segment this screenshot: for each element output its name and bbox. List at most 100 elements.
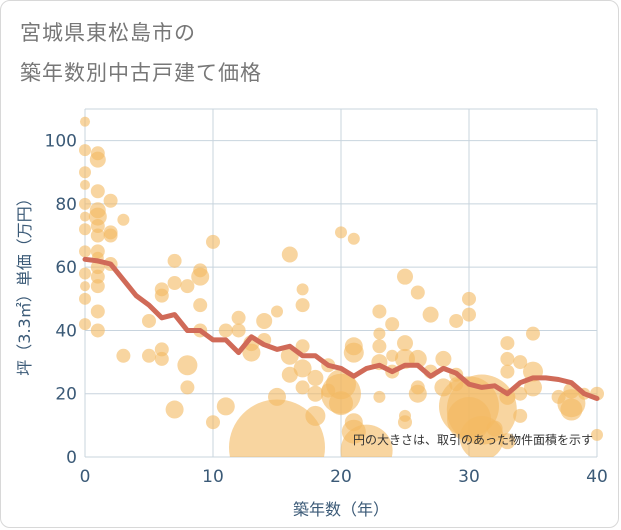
data-point [218, 323, 233, 338]
data-point [462, 291, 476, 306]
data-point [154, 351, 169, 366]
data-point [193, 298, 208, 313]
data-point [231, 323, 246, 338]
data-point [206, 415, 220, 430]
data-point [307, 385, 324, 402]
data-point [591, 428, 603, 441]
data-point [89, 202, 106, 219]
y-tick-label: 100 [45, 132, 77, 152]
data-point [499, 433, 516, 450]
data-point [410, 285, 425, 300]
trend-line [82, 256, 600, 401]
y-tick-label: 40 [55, 321, 77, 341]
data-point [142, 348, 156, 363]
data-point [462, 307, 476, 322]
data-point [154, 288, 169, 303]
data-point [295, 339, 310, 354]
data-point [397, 335, 413, 352]
y-tick-label: 0 [66, 448, 77, 468]
x-tick-label: 0 [80, 467, 91, 487]
data-point [500, 336, 515, 351]
data-point [193, 263, 208, 278]
data-point [435, 350, 452, 367]
data-point [524, 378, 542, 397]
data-point [90, 184, 105, 199]
data-point [560, 398, 583, 421]
x-tick-label: 30 [458, 467, 480, 487]
chart-title-line2: 築年数別中古戸建て価格 [20, 61, 262, 85]
data-point [90, 146, 105, 161]
data-point [79, 292, 91, 305]
data-point [281, 366, 298, 383]
data-point [90, 323, 105, 338]
data-point [449, 377, 464, 392]
data-point [103, 228, 118, 243]
data-point [268, 387, 286, 406]
data-point [231, 310, 246, 325]
data-point [295, 298, 310, 313]
data-point [513, 408, 528, 423]
data-point [180, 380, 195, 395]
data-point [80, 116, 90, 127]
x-tick-label: 40 [586, 467, 608, 487]
data-point [90, 228, 105, 243]
y-axis-label: 坪（3.3㎡）単価（万円） [15, 190, 34, 375]
data-point [180, 279, 195, 294]
data-point [399, 409, 411, 422]
data-point [526, 326, 540, 341]
data-point [372, 304, 387, 319]
data-point [165, 400, 184, 419]
data-point [90, 279, 105, 294]
data-point [344, 413, 363, 432]
data-point [295, 380, 310, 395]
data-point [142, 313, 156, 328]
data-point [90, 304, 105, 319]
data-point [103, 193, 118, 208]
data-point [79, 144, 91, 157]
tick-labels: 0 20 40 60 80 100 0 10 20 30 40 [45, 132, 608, 487]
data-point [271, 305, 283, 318]
y-tick-label: 60 [55, 258, 77, 278]
data-point [293, 359, 312, 378]
data-point [500, 351, 515, 366]
chart-note: 円の大きさは、取引のあった物件面積を示す [353, 432, 593, 447]
data-point [79, 267, 91, 280]
bubble-layer [79, 116, 604, 457]
data-point [385, 317, 400, 332]
x-tick-label: 10 [202, 467, 224, 487]
y-tick-label: 20 [55, 385, 77, 405]
data-point [117, 213, 130, 226]
trend-layer [82, 256, 600, 401]
data-point [410, 380, 425, 395]
data-point [256, 312, 273, 329]
data-point [344, 337, 363, 356]
data-point [206, 234, 220, 249]
data-point [307, 369, 324, 386]
chart-title-line1: 宮城県東松島市の [20, 21, 196, 45]
data-point [296, 283, 309, 296]
data-point [80, 211, 90, 222]
data-point [329, 391, 353, 416]
data-point [229, 399, 325, 457]
data-point [372, 339, 387, 354]
data-point [79, 245, 91, 258]
data-point [167, 276, 182, 290]
data-point [513, 355, 528, 370]
data-point [116, 348, 131, 363]
x-axis-label: 築年数（年） [293, 500, 389, 519]
data-point [486, 420, 503, 437]
data-point [216, 397, 235, 416]
data-point [449, 313, 464, 328]
data-point [80, 179, 90, 190]
y-tick-label: 80 [55, 195, 77, 215]
data-point [281, 246, 298, 263]
data-point [513, 386, 528, 401]
data-point [79, 318, 91, 331]
data-point [79, 197, 91, 210]
data-point [434, 378, 453, 397]
data-point [347, 232, 360, 245]
data-point [335, 226, 347, 239]
data-point [167, 253, 182, 268]
